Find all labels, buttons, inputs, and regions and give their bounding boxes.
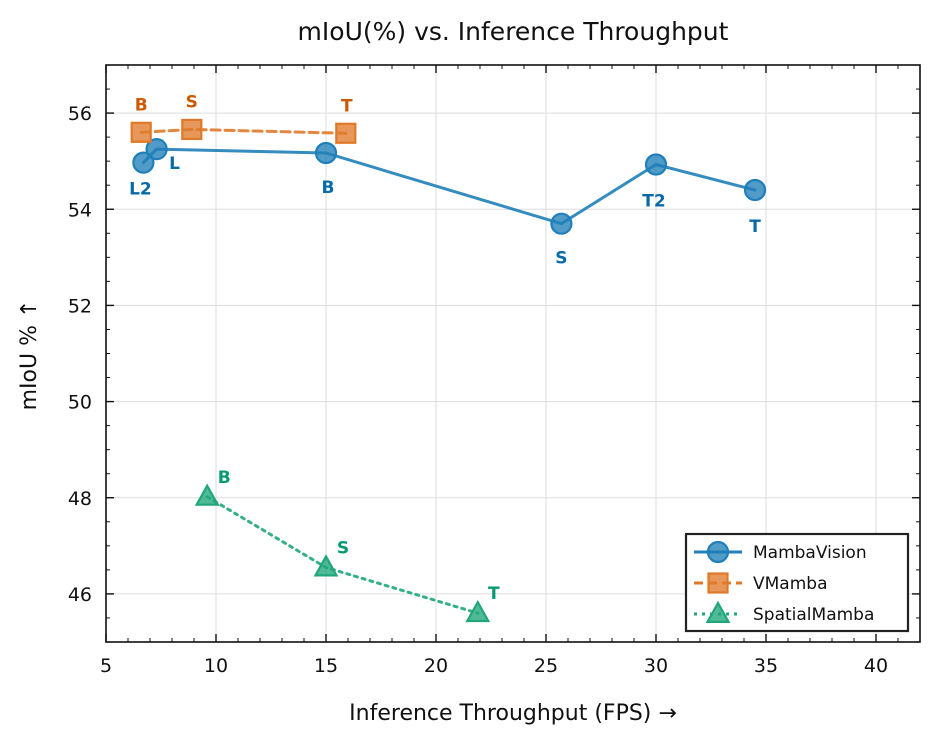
legend-label: VMamba	[753, 574, 827, 594]
legend-marker	[705, 600, 731, 623]
legend: MambaVision VMamba SpatialMamba	[684, 532, 910, 633]
y-tick-label: 54	[68, 199, 92, 221]
legend-item: SpatialMamba	[694, 600, 874, 625]
data-label: L	[169, 154, 180, 174]
data-label: B	[135, 95, 148, 115]
data-point	[130, 121, 152, 143]
x-tick-label: 20	[424, 655, 448, 677]
chart-title: mIoU(%) vs. Inference Throughput	[298, 17, 729, 46]
x-tick-label: 40	[864, 655, 888, 677]
data-label: T	[341, 96, 353, 116]
axis-ticks: 5 10 15 20 25 30 35 40 46 48 50 52 54 56	[68, 64, 921, 677]
data-point	[314, 141, 338, 165]
data-point	[644, 153, 668, 176]
data-point	[313, 554, 339, 577]
x-tick-label: 25	[534, 655, 558, 677]
data-label: S	[337, 538, 349, 558]
y-tick-label: 52	[68, 295, 92, 317]
y-tick-label: 46	[68, 584, 92, 606]
y-tick-label: 56	[68, 103, 92, 125]
data-label: S	[555, 249, 567, 269]
data-point	[743, 178, 767, 202]
data-label: T	[749, 217, 761, 237]
data-point	[465, 599, 491, 623]
data-label: L2	[129, 180, 152, 200]
x-tick-label: 10	[204, 655, 228, 677]
data-point	[132, 151, 155, 174]
data-point	[550, 212, 573, 235]
x-tick-label: 15	[314, 655, 338, 677]
data-label: B	[218, 468, 231, 488]
x-tick-label: 5	[100, 655, 112, 677]
x-tick-label: 30	[644, 655, 668, 677]
data-point	[335, 122, 357, 144]
point-labels: L2 L B S T2 T B S T B S T	[129, 92, 761, 604]
series-mambavision	[132, 138, 767, 235]
data-label: B	[322, 178, 335, 198]
series-vmamba	[130, 118, 357, 144]
series-spatialmamba	[194, 483, 491, 623]
y-tick-label: 50	[68, 392, 92, 414]
data-point	[145, 138, 168, 161]
legend-label: SpatialMamba	[753, 605, 874, 625]
series-line	[139, 127, 348, 135]
y-tick-label: 48	[68, 488, 92, 510]
data-label: T	[488, 584, 500, 604]
y-axis-label: mIoU % ↑	[17, 300, 42, 411]
legend-item: MambaVision	[694, 540, 867, 564]
legend-label: MambaVision	[753, 543, 867, 563]
data-point	[194, 483, 220, 506]
data-point	[181, 118, 203, 141]
x-tick-label: 35	[754, 655, 778, 677]
legend-marker	[707, 572, 729, 594]
data-label: S	[186, 92, 198, 112]
legend-item: VMamba	[694, 572, 827, 594]
data-label: T2	[642, 192, 665, 212]
x-axis-label: Inference Throughput (FPS) →	[349, 701, 677, 726]
series-layer	[130, 118, 767, 623]
legend-marker	[706, 540, 730, 564]
